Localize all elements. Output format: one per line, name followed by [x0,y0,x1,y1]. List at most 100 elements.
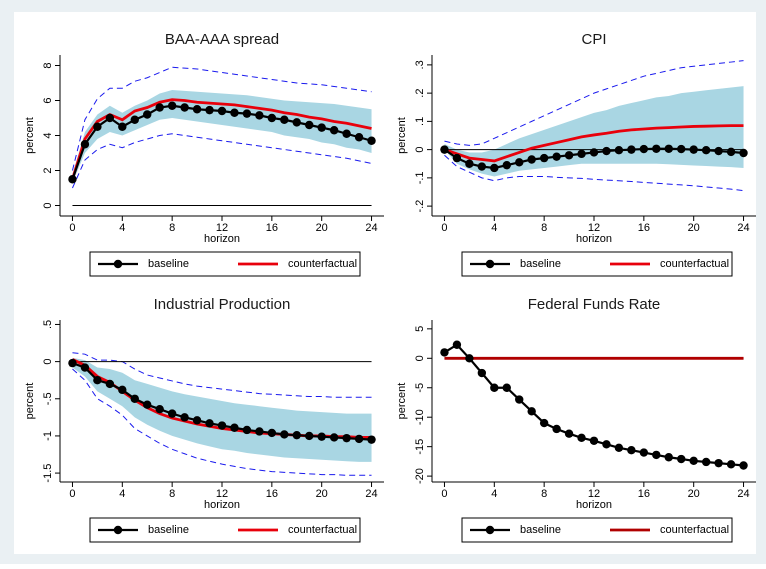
data-point [440,145,449,154]
data-point [726,460,736,469]
data-point [639,144,649,154]
y-tick-label: 2 [42,167,54,173]
x-tick-label: 20 [316,222,328,234]
x-tick-label: 12 [588,488,600,500]
data-point [714,458,723,468]
data-point [230,423,239,432]
data-point [502,160,511,170]
data-point [118,385,127,395]
data-point [167,101,177,110]
data-point [267,113,277,123]
data-point [305,120,314,130]
x-tick-label: 0 [441,488,447,500]
x-tick-label: 4 [119,222,125,234]
y-tick-label: 8 [42,62,54,68]
y-tick-label: -.1 [414,171,426,184]
x-tick-label: 12 [216,488,228,500]
data-point [180,103,189,112]
data-point [602,146,611,156]
data-point [329,433,339,442]
data-point [93,375,102,385]
data-point [552,152,561,161]
data-point [329,126,339,135]
x-tick-label: 0 [69,488,75,500]
x-tick-label: 12 [216,222,228,234]
y-tick-label: -1.5 [42,464,54,483]
data-point [230,108,239,117]
y-axis-label: percent [396,117,408,154]
data-point [342,433,351,443]
data-point [465,354,474,363]
data-point [490,383,499,392]
data-point [739,461,748,470]
data-point [217,421,227,430]
y-tick-label: -5 [414,383,426,393]
data-point [527,407,536,416]
data-point [552,424,561,434]
data-point [440,348,449,357]
data-point [105,379,115,389]
data-point [130,394,139,403]
y-tick-label: 4 [42,132,54,138]
data-point [143,400,152,409]
legend-label: counterfactual [288,524,357,536]
panel-title: CPI [581,31,606,48]
data-point [242,425,252,435]
data-point [652,450,661,460]
y-tick-label: .2 [414,89,426,98]
data-point [627,145,636,154]
data-point [589,436,599,445]
data-point [452,153,462,163]
x-tick-label: 8 [169,222,175,234]
data-point [502,383,511,392]
data-point [192,105,202,114]
x-tick-label: 16 [638,488,650,500]
y-tick-label: -20 [414,468,426,484]
legend-marker [113,259,123,269]
data-point [677,144,686,154]
graph-region [14,12,756,554]
panel-title: Industrial Production [154,296,291,313]
x-tick-label: 8 [169,488,175,500]
data-point [354,434,364,444]
x-tick-label: 20 [688,222,700,234]
data-point [465,159,474,168]
data-point [217,106,227,116]
legend-marker [113,525,123,535]
x-axis-label: horizon [576,233,612,245]
confidence-bound [444,60,744,146]
data-point [280,430,289,439]
x-tick-label: 24 [737,488,749,500]
x-tick-label: 20 [316,488,328,500]
y-tick-label: .1 [414,117,426,126]
x-tick-label: 16 [638,222,650,234]
data-point [639,448,649,457]
y-tick-label: 0 [42,202,54,208]
y-tick-label: -.2 [414,200,426,213]
data-point [477,368,487,378]
legend-box [89,517,361,543]
legend-label: counterfactual [660,258,729,270]
data-point [614,443,624,453]
legend-label: baseline [148,524,189,536]
data-point [539,418,549,428]
data-point [589,148,599,157]
data-point [105,113,115,123]
data-point [192,416,202,425]
data-point [577,433,586,443]
data-point [280,115,289,124]
data-point [305,431,314,441]
x-axis-label: horizon [576,499,612,511]
x-tick-label: 0 [441,222,447,234]
data-point [205,419,214,428]
data-point [155,103,164,112]
data-point [539,153,549,163]
data-point [267,428,277,438]
y-tick-label: 0 [414,355,426,361]
y-axis-label: percent [396,383,408,420]
data-point [627,445,636,455]
data-point [689,145,698,154]
data-point [205,105,214,115]
